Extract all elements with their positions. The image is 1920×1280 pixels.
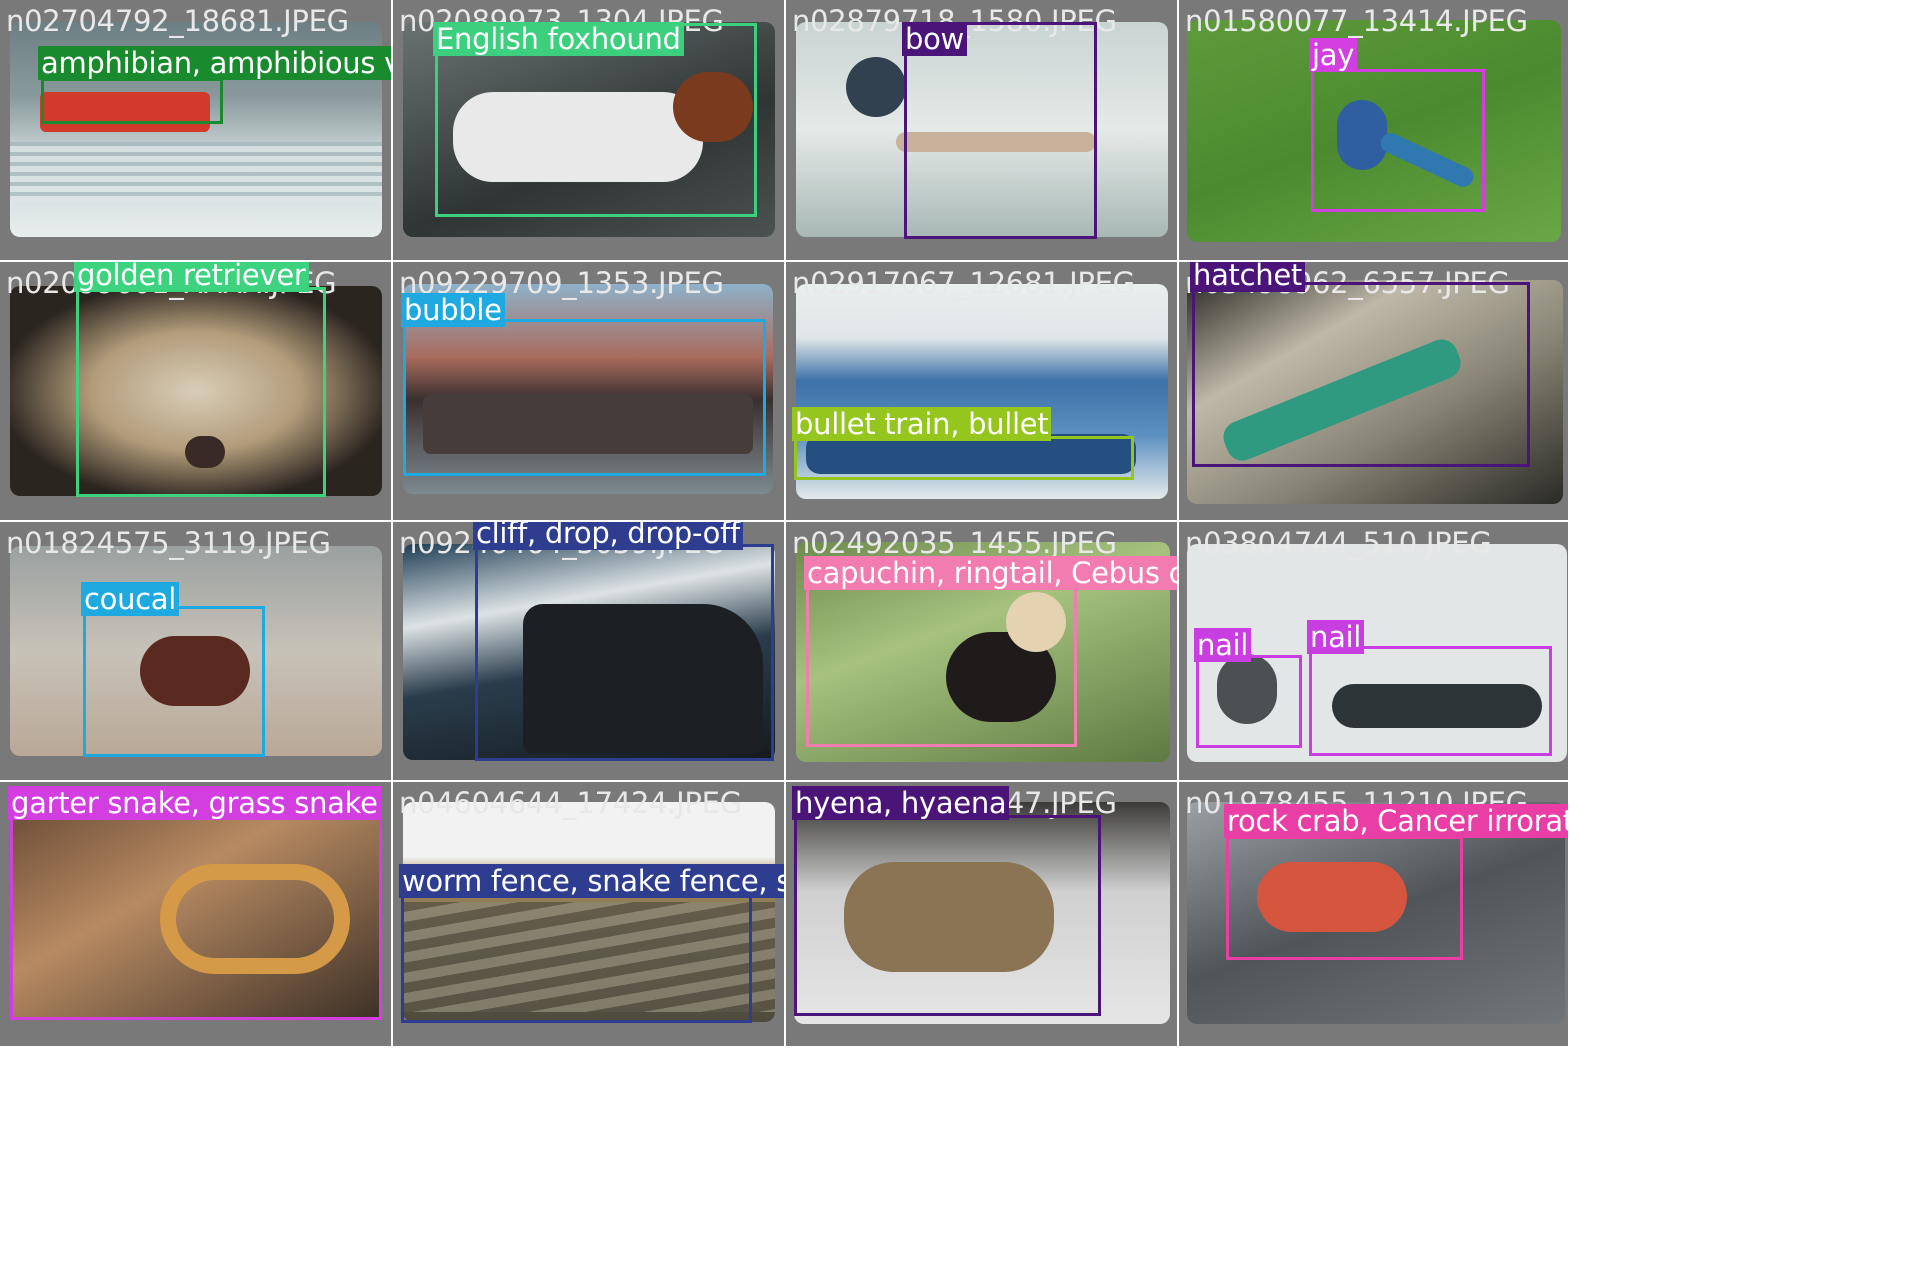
detection-box (794, 436, 1134, 480)
dog-head (673, 72, 753, 142)
detection-label: bow (902, 22, 967, 56)
grid-cell-10: n09246464_5059.JPEG cliff, drop, drop-of… (393, 522, 784, 780)
image-filename: n01580077_13414.JPEG (1185, 4, 1528, 38)
detection-box (1192, 282, 1530, 467)
street-crowd (423, 394, 753, 454)
grid-cell-3: n02879718_1580.JPEG bow (786, 0, 1177, 260)
grid-cell-2: n02089973_1304.JPEG English foxhound (393, 0, 784, 260)
detection-box (1196, 655, 1302, 748)
detection-box (904, 22, 1097, 239)
grid-cell-6: n09229709_1353.JPEG bubble (393, 262, 784, 520)
detection-box (403, 319, 766, 476)
detection-box (10, 814, 382, 1020)
detection-label: English foxhound (433, 22, 684, 56)
photo-bullet-train (796, 284, 1168, 499)
archer-arm (896, 132, 1096, 152)
grid-cell-5: n02099601_XXXX.JPEG golden retriever (0, 262, 391, 520)
detection-label: garter snake, grass snake (8, 786, 381, 820)
cliff-shape (523, 604, 763, 754)
photo-worm-fence (403, 802, 775, 1022)
photo-archer-bow (796, 22, 1168, 237)
detection-label: nail (1307, 620, 1365, 654)
grid-cell-4: n01580077_13414.JPEG jay (1179, 0, 1568, 260)
detection-label: hatchet (1190, 262, 1305, 292)
detection-box (1309, 646, 1552, 756)
photo-golden-retriever (10, 286, 382, 496)
detection-label: rock crab, Cancer irroratus (1224, 804, 1568, 838)
detection-box (1311, 69, 1485, 212)
grid-cell-11: n02492035_1455.JPEG capuchin, ringtail, … (786, 522, 1177, 780)
detection-box (1226, 836, 1463, 960)
nail-shaft-shape (1332, 684, 1542, 728)
photo-jay (1187, 20, 1561, 242)
grid-cell-12: n03804744_510.JPEG nail nail (1179, 522, 1568, 780)
image-filename: n04604644_17424.JPEG (399, 786, 742, 820)
detection-box (401, 895, 752, 1023)
detection-box (41, 78, 223, 124)
image-filename: n02917067_12681.JPEG (792, 266, 1135, 300)
detection-box (76, 287, 326, 497)
detection-label: coucal (81, 582, 180, 616)
hyena-body (844, 862, 1054, 972)
detection-label: capuchin, ringtail, Cebus capucinus (804, 556, 1177, 590)
detection-label: cliff, drop, drop-off (473, 522, 743, 550)
photo-hyena (794, 802, 1170, 1024)
grid-cell-7: n02917067_12681.JPEG bullet train, bulle… (786, 262, 1177, 520)
photo-garter-snake (10, 804, 382, 1020)
detection-label: bullet train, bullet (792, 407, 1052, 441)
fence-rails (403, 902, 775, 1012)
detection-label: hyena, hyaena (792, 786, 1010, 820)
image-filename: n02492035_1455.JPEG (792, 526, 1117, 560)
dog-body (453, 92, 703, 182)
image-filename: n03804744_510.JPEG (1185, 526, 1492, 560)
grid-cell-8: n03498962_6357.JPEG hatchet (1179, 262, 1568, 520)
detection-box (806, 586, 1077, 747)
bird-body (1337, 100, 1387, 170)
photo-rock-crab (1187, 802, 1565, 1024)
detection-label: nail (1194, 628, 1252, 662)
bottom-blank-area (0, 1046, 1920, 1280)
image-filename: n01824575_3119.JPEG (6, 526, 331, 560)
crab-shape (1257, 862, 1407, 932)
detection-label: jay (1309, 38, 1358, 72)
archer-head (846, 57, 906, 117)
photo-foxhound (403, 22, 775, 237)
detection-label: worm fence, snake fence, snake-rail fenc… (399, 864, 784, 898)
detection-label: bubble (401, 293, 505, 327)
monkey-face (1006, 592, 1066, 652)
photo-cliff (403, 544, 775, 760)
image-filename: n02704792_18681.JPEG (6, 4, 349, 38)
detection-box (475, 544, 774, 761)
nail-head-shape (1217, 654, 1277, 724)
photo-coucal (10, 546, 382, 756)
vehicle-shape (40, 92, 210, 132)
grid-cell-1: n02704792_18681.JPEG amphibian, amphibio… (0, 0, 391, 260)
water-reflection (10, 142, 382, 202)
dog-nose (185, 436, 225, 468)
detection-box (794, 815, 1101, 1016)
detection-label: golden retriever (74, 262, 309, 292)
detection-box (83, 606, 265, 757)
detection-label: amphibian, amphibious vehicle (38, 46, 391, 80)
bird-body (140, 636, 250, 706)
grid-cell-9: n01824575_3119.JPEG coucal (0, 522, 391, 780)
